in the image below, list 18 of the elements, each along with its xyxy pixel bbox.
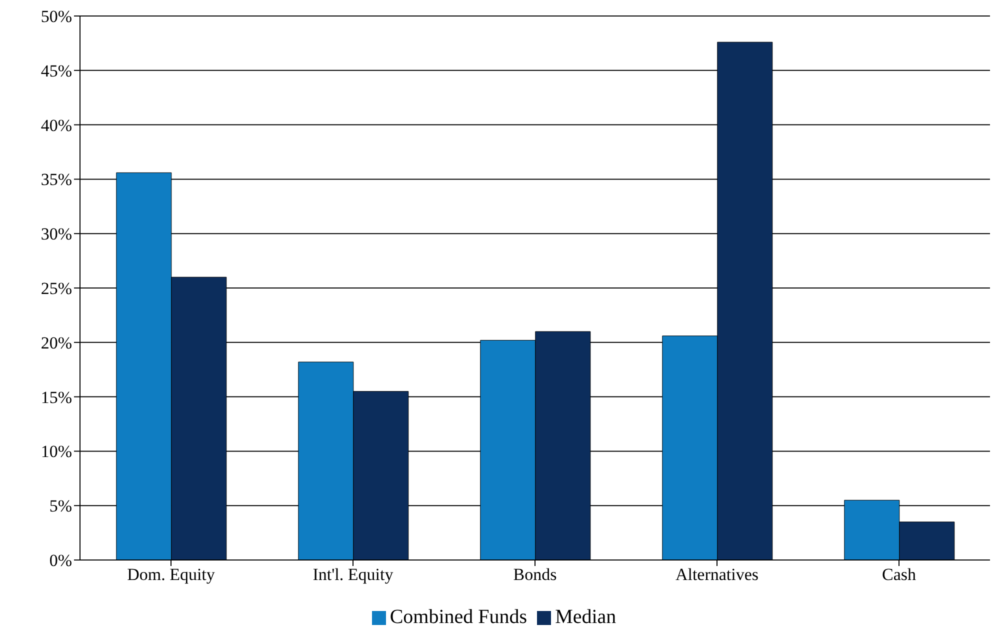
y-tick-label: 25% (40, 279, 72, 298)
y-tick-label: 0% (49, 551, 72, 570)
y-tick-label: 40% (40, 116, 72, 135)
y-tick-label: 35% (40, 170, 72, 190)
y-tick-label: 50% (40, 7, 72, 26)
y-tick-label: 15% (40, 388, 72, 407)
x-tick-label: Cash (882, 565, 916, 584)
legend-label: Combined Funds (390, 606, 528, 628)
legend-label: Median (555, 606, 616, 628)
y-tick-label: 20% (40, 333, 72, 352)
x-tick-label: Int'l. Equity (312, 565, 394, 584)
y-tick-label: 5% (49, 496, 72, 516)
y-tick-label: 30% (40, 224, 72, 244)
x-tick-label: Dom. Equity (127, 565, 216, 584)
y-tick-label: 45% (40, 61, 72, 80)
x-tick-label: Bonds (513, 565, 557, 584)
y-tick-label: 10% (40, 442, 72, 462)
x-tick-label: Alternatives (675, 565, 759, 584)
